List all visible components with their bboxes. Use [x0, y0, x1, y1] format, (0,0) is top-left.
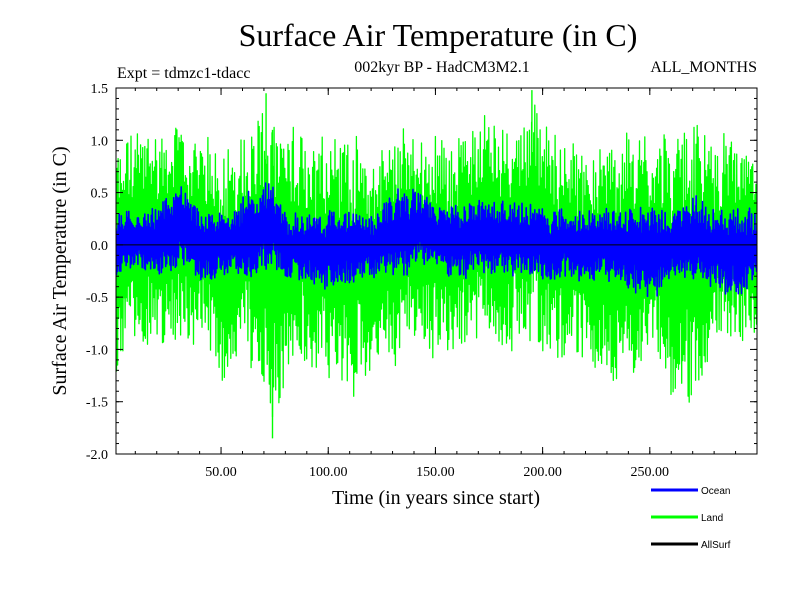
axis-layer: -2.0 -1.5 -1.0 -0.5 0.0 0.5 1.0 1.5 50.00 100.00 1… [86, 82, 757, 480]
series-layer [116, 90, 757, 439]
chart-subtitle: 002kyr BP - HadCM3M2.1 [354, 59, 529, 76]
y-tick-label: 1.5 [91, 82, 109, 97]
months-annotation: ALL_MONTHS [650, 59, 757, 76]
experiment-annotation: Expt = tdmzc1-tdacc [117, 65, 250, 82]
y-tick-label: -1.0 [86, 343, 108, 358]
x-tick-label: 100.00 [309, 465, 348, 480]
y-tick-label: -1.5 [86, 396, 108, 411]
x-axis-label: Time (in years since start) [332, 487, 540, 509]
legend-label-land: Land [701, 513, 723, 524]
y-tick-label: 0.5 [91, 187, 109, 202]
y-tick-label: -2.0 [86, 448, 108, 463]
y-tick-label: 1.0 [91, 134, 109, 149]
plot-frame [115, 87, 758, 455]
series-line-land [116, 104, 757, 418]
x-tick-label: 150.00 [416, 465, 455, 480]
x-tick-label: 50.00 [205, 465, 237, 480]
y-tick-label: 0.0 [91, 239, 109, 254]
legend: Ocean Land AllSurf [651, 486, 731, 551]
y-axis-label: Surface Air Temperature (in C) [49, 146, 71, 395]
x-tick-label: 200.00 [523, 465, 562, 480]
legend-label-allsurf: AllSurf [701, 540, 731, 551]
chart-title: Surface Air Temperature (in C) [239, 17, 638, 53]
y-tick-label: -0.5 [86, 291, 108, 306]
legend-label-ocean: Ocean [701, 486, 730, 497]
series-line-ocean [116, 182, 757, 298]
x-tick-label: 250.00 [631, 465, 670, 480]
